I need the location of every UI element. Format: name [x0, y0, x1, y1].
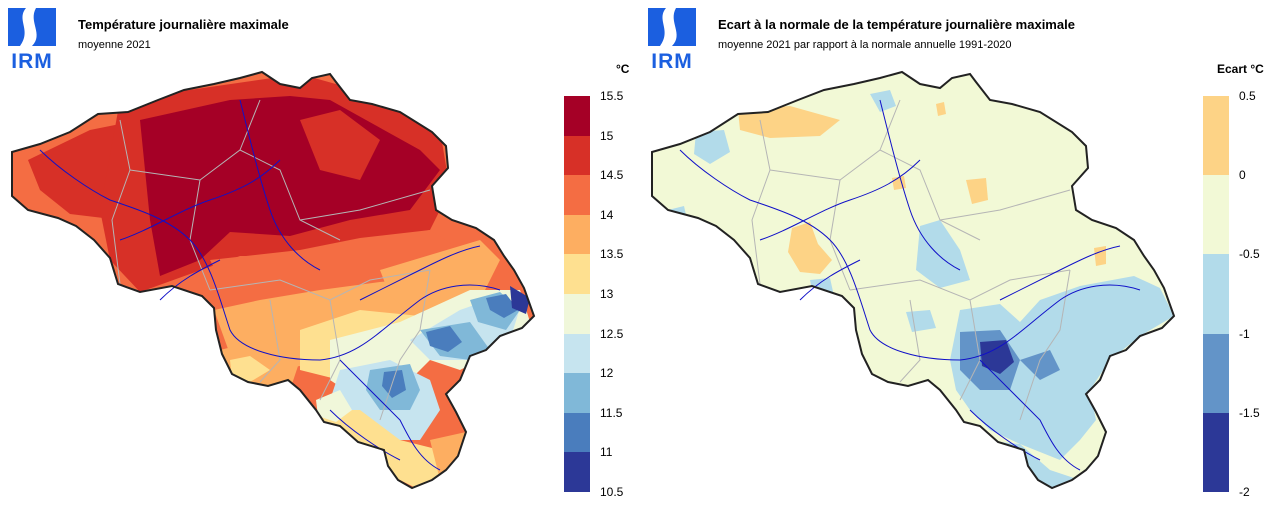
legend-tick-label: 15.5: [600, 89, 624, 103]
legend-tick-label: 14.5: [600, 168, 624, 183]
irm-logo-text: IRM: [11, 50, 53, 73]
legend-tick-label: 11: [600, 445, 613, 460]
legend-tick-label: 10.5: [600, 485, 624, 499]
legend-tick-label: -1.5: [1239, 405, 1260, 420]
left-temperature-fill: [12, 72, 534, 488]
left-map-subtitle: moyenne 2021: [78, 39, 151, 51]
legend-color-bin: [564, 175, 590, 215]
legend-color-bin: [564, 96, 590, 136]
right-map-subtitle: moyenne 2021 par rapport à la normale an…: [718, 39, 1012, 51]
legend-tick-label: 13: [600, 287, 614, 301]
legend-tick-label: 12: [600, 366, 614, 381]
legend-color-bin: [1203, 254, 1229, 334]
legend-color-bin: [564, 373, 590, 413]
legend-tick-label: -2: [1239, 485, 1250, 499]
right-deviation-map: [651, 71, 1175, 489]
legend-color-bin: [1203, 175, 1229, 255]
legend-tick-label: -0.5: [1239, 247, 1260, 262]
legend-tick-label: 12.5: [600, 326, 624, 341]
irm-logo: IRM: [646, 6, 698, 73]
legend-color-bin: [564, 333, 590, 374]
irm-logo: IRM: [6, 6, 58, 73]
legend-color-bin: [564, 294, 590, 334]
right-legend: 0.5 0 -0.5 -1 -1.5 -2: [1203, 89, 1260, 499]
legend-color-bin: [1203, 96, 1229, 176]
left-legend-unit: °C: [616, 62, 630, 76]
left-temperature-map: [11, 71, 535, 489]
irm-logo-icon: [8, 8, 56, 46]
left-map-panel: IRM Température journalière maximale moy…: [6, 6, 630, 499]
right-legend-unit: Ecart °C: [1217, 62, 1264, 76]
legend-tick-label: 0.5: [1239, 89, 1256, 103]
legend-tick-label: 0: [1239, 168, 1246, 183]
legend-tick-label: 13.5: [600, 247, 624, 262]
legend-color-bin: [1203, 412, 1229, 492]
legend-color-bin: [564, 135, 590, 176]
legend-color-bin: [1203, 333, 1229, 413]
left-legend: 15.5 15 14.5 14 13.5 13 12.5 12 11.5 11 10.5: [564, 89, 623, 499]
irm-logo-icon: [648, 8, 696, 46]
legend-tick-label: 15: [600, 128, 614, 143]
legend-color-bin: [564, 452, 590, 492]
right-deviation-fill: [652, 72, 1174, 488]
right-map-panel: IRM Ecart à la normale de la température…: [640, 0, 1280, 507]
right-rivers: [679, 99, 1141, 471]
legend-color-bin: [564, 412, 590, 453]
left-map-title: Température journalière maximale: [78, 17, 289, 32]
legend-tick-label: 14: [600, 207, 614, 222]
legend-color-bin: [564, 254, 590, 294]
legend-color-bin: [564, 214, 590, 255]
right-map-title: Ecart à la normale de la température jou…: [718, 17, 1075, 32]
legend-tick-label: -1: [1239, 326, 1250, 341]
irm-logo-text: IRM: [651, 50, 693, 73]
left-rivers: [39, 99, 501, 471]
legend-tick-label: 11.5: [600, 405, 623, 420]
